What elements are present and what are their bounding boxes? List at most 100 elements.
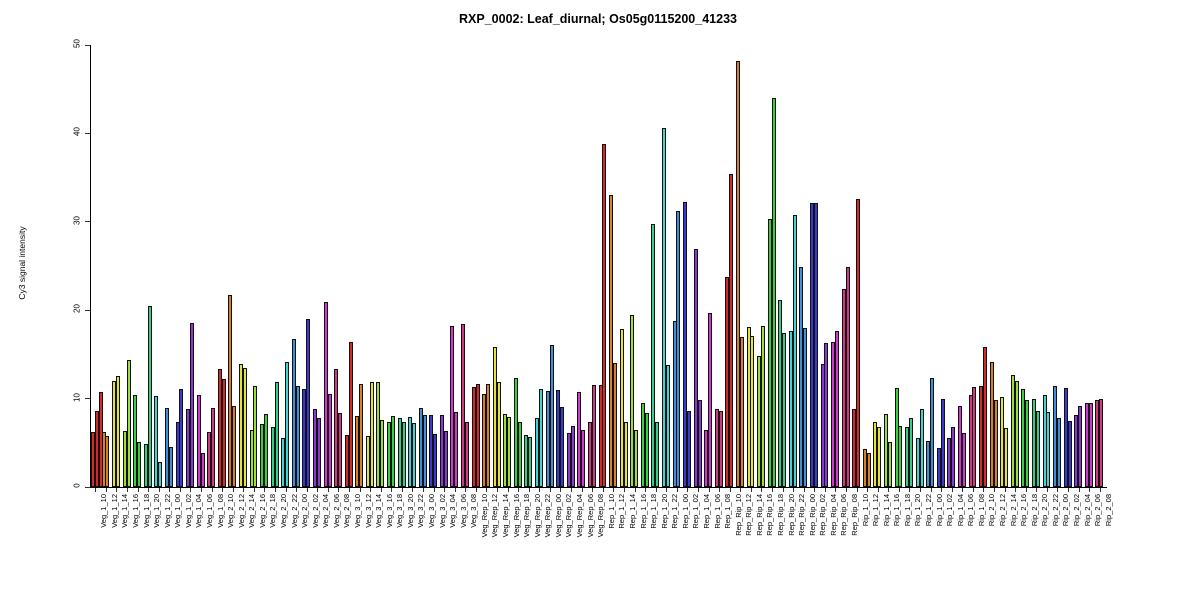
x-axis-tick-label: Veg_1_14 xyxy=(120,494,130,528)
bar xyxy=(545,390,550,487)
x-axis-tick-label: Veg_3_16 xyxy=(384,494,394,528)
bar xyxy=(1084,403,1089,487)
x-axis-tick xyxy=(761,488,763,492)
x-axis-tick xyxy=(338,488,340,492)
bar xyxy=(200,453,205,487)
bar xyxy=(471,387,476,487)
y-axis-tick xyxy=(85,398,90,400)
bar xyxy=(285,362,290,487)
x-axis-tick-label: Veg_2_16 xyxy=(257,494,267,528)
x-axis-tick xyxy=(571,488,573,492)
bar xyxy=(873,421,878,487)
x-axis-tick xyxy=(962,488,964,492)
x-axis-tick-label: Rep_Rip_16 xyxy=(765,494,775,536)
bar xyxy=(735,60,740,487)
x-axis-tick-label: Veg_3_06 xyxy=(458,494,468,528)
bar xyxy=(799,266,804,487)
x-axis-tick xyxy=(1004,488,1006,492)
x-axis-tick xyxy=(264,488,266,492)
bar xyxy=(217,368,222,487)
bar xyxy=(253,386,258,487)
bar xyxy=(154,395,159,487)
x-axis-tick-label: Veg_2_06 xyxy=(331,494,341,528)
bar xyxy=(1035,410,1040,487)
bar xyxy=(556,389,561,487)
x-axis-tick xyxy=(719,488,721,492)
bar xyxy=(883,413,888,487)
x-axis-tick xyxy=(179,488,181,492)
chart-title: RXP_0002: Leaf_diurnal; Os05g0115200_412… xyxy=(459,12,737,26)
bar xyxy=(612,363,617,487)
x-axis-tick xyxy=(306,488,308,492)
y-axis-tick-label: 40 xyxy=(72,127,82,137)
y-axis-tick xyxy=(85,44,90,46)
bar xyxy=(380,419,385,487)
bar xyxy=(228,295,233,487)
bar xyxy=(517,421,522,487)
bar xyxy=(116,375,121,487)
bar xyxy=(788,331,793,487)
bar xyxy=(686,410,691,487)
x-axis-tick-label: Rep_Rip_14 xyxy=(754,494,764,536)
bar xyxy=(693,249,698,487)
x-axis-line xyxy=(88,487,1107,488)
bar xyxy=(507,417,512,487)
x-axis-tick xyxy=(1015,488,1017,492)
x-axis-tick xyxy=(951,488,953,492)
bar xyxy=(947,438,952,487)
bar xyxy=(591,385,596,487)
x-axis-tick xyxy=(211,488,213,492)
bar xyxy=(334,369,339,487)
x-axis-tick xyxy=(856,488,858,492)
bar xyxy=(207,432,212,487)
bar xyxy=(989,362,994,487)
bar xyxy=(634,429,639,487)
bar xyxy=(528,436,533,487)
x-axis-tick-label: Veg_Rep_02 xyxy=(564,494,574,538)
x-axis-tick xyxy=(158,488,160,492)
x-axis-tick xyxy=(898,488,900,492)
x-axis-tick-label: Rip_1_12 xyxy=(871,494,881,527)
bar xyxy=(1063,387,1068,487)
bar xyxy=(524,434,529,487)
x-axis-tick xyxy=(782,488,784,492)
x-axis-tick-label: Rip_1_14 xyxy=(881,494,891,527)
bar xyxy=(323,302,328,487)
x-axis-tick-label: Rep_1_00 xyxy=(680,494,690,529)
bar xyxy=(143,443,148,487)
x-axis-tick xyxy=(127,488,128,492)
y-axis-title: Cy3 signal intensity xyxy=(17,226,27,300)
x-axis-tick-label: Veg_3_02 xyxy=(437,494,447,528)
bar xyxy=(168,447,173,487)
x-axis-tick-label: Veg_2_08 xyxy=(342,494,352,528)
x-axis-tick-label: Veg_1_20 xyxy=(152,494,162,528)
x-axis-tick-label: Rep_Rip_22 xyxy=(797,494,807,536)
bar xyxy=(1042,395,1047,487)
bar xyxy=(1010,374,1015,487)
bar xyxy=(503,413,508,487)
bar xyxy=(175,421,180,487)
bar xyxy=(566,433,571,487)
bar xyxy=(397,418,402,487)
x-axis-tick-label: Rep_1_04 xyxy=(701,494,711,529)
x-axis-tick xyxy=(444,488,446,492)
bar xyxy=(968,395,973,487)
x-axis-tick xyxy=(285,488,287,492)
bar xyxy=(661,128,666,487)
bar xyxy=(412,423,417,487)
x-axis-tick-label: Veg_3_22 xyxy=(416,494,426,528)
bar xyxy=(390,416,395,487)
bar xyxy=(513,378,518,487)
bar xyxy=(538,388,543,487)
bar xyxy=(196,395,201,487)
x-axis-tick-label: Veg_3_20 xyxy=(405,494,415,528)
x-axis-tick-label: Rep_1_12 xyxy=(617,494,627,529)
x-axis-tick-label: Rip_2_02 xyxy=(1071,494,1081,527)
bar xyxy=(841,288,846,487)
x-axis-tick-label: Veg_Rep_18 xyxy=(522,494,532,538)
bar xyxy=(835,331,839,487)
bar xyxy=(158,462,163,487)
bar xyxy=(281,438,286,487)
x-axis-tick xyxy=(1036,488,1038,492)
bar xyxy=(359,383,364,487)
